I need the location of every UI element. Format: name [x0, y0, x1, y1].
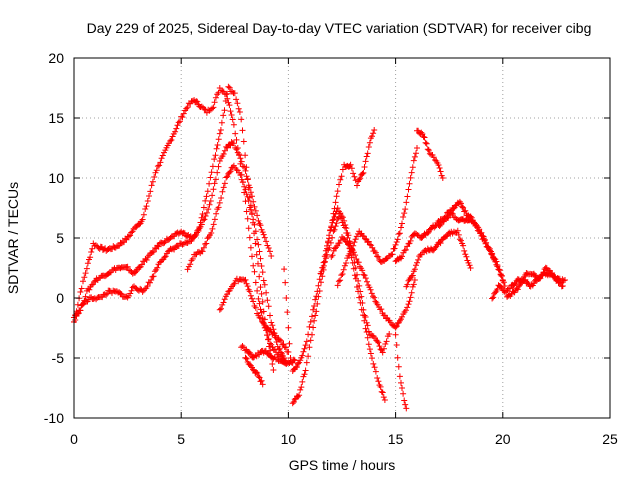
series-markers [281, 266, 294, 361]
x-tick-label: 5 [177, 431, 185, 447]
data-series [504, 264, 568, 300]
data-series [216, 275, 292, 355]
series-markers [216, 275, 292, 355]
y-tick-label: 10 [48, 170, 64, 186]
data-layer [71, 83, 568, 412]
data-series [435, 209, 506, 283]
y-tick-label: 5 [56, 230, 64, 246]
data-series [238, 343, 290, 367]
series-markers [403, 227, 474, 290]
y-tick-label: 15 [48, 110, 64, 126]
y-axis-label: SDTVAR / TECUs [5, 182, 21, 294]
x-tick-label: 25 [602, 431, 618, 447]
y-tick-label: 0 [56, 290, 64, 306]
ticks-layer: 0 5 10 15 20 25 -10 -5 0 5 10 15 20 [44, 50, 618, 447]
data-series [392, 331, 410, 412]
series-markers [504, 264, 568, 300]
data-series [334, 145, 420, 289]
series-markers [242, 354, 266, 388]
x-tick-label: 20 [495, 431, 511, 447]
y-tick-label: -10 [44, 410, 64, 426]
x-tick-label: 15 [388, 431, 404, 447]
x-axis-label: GPS time / hours [289, 457, 396, 473]
x-tick-label: 0 [70, 431, 78, 447]
data-series [242, 354, 266, 388]
data-series [414, 127, 446, 181]
data-series [403, 227, 474, 290]
series-markers [392, 230, 425, 265]
y-tick-label: -5 [52, 350, 65, 366]
series-markers [392, 331, 410, 412]
series-markers [238, 343, 290, 367]
x-tick-label: 10 [281, 431, 297, 447]
data-series [281, 266, 294, 361]
series-markers [334, 145, 420, 289]
series-markers [435, 209, 506, 283]
series-markers [414, 127, 446, 181]
chart-title: Day 229 of 2025, Sidereal Day-to-day VTE… [87, 20, 592, 36]
data-series [392, 230, 425, 265]
y-tick-label: 20 [48, 50, 64, 66]
